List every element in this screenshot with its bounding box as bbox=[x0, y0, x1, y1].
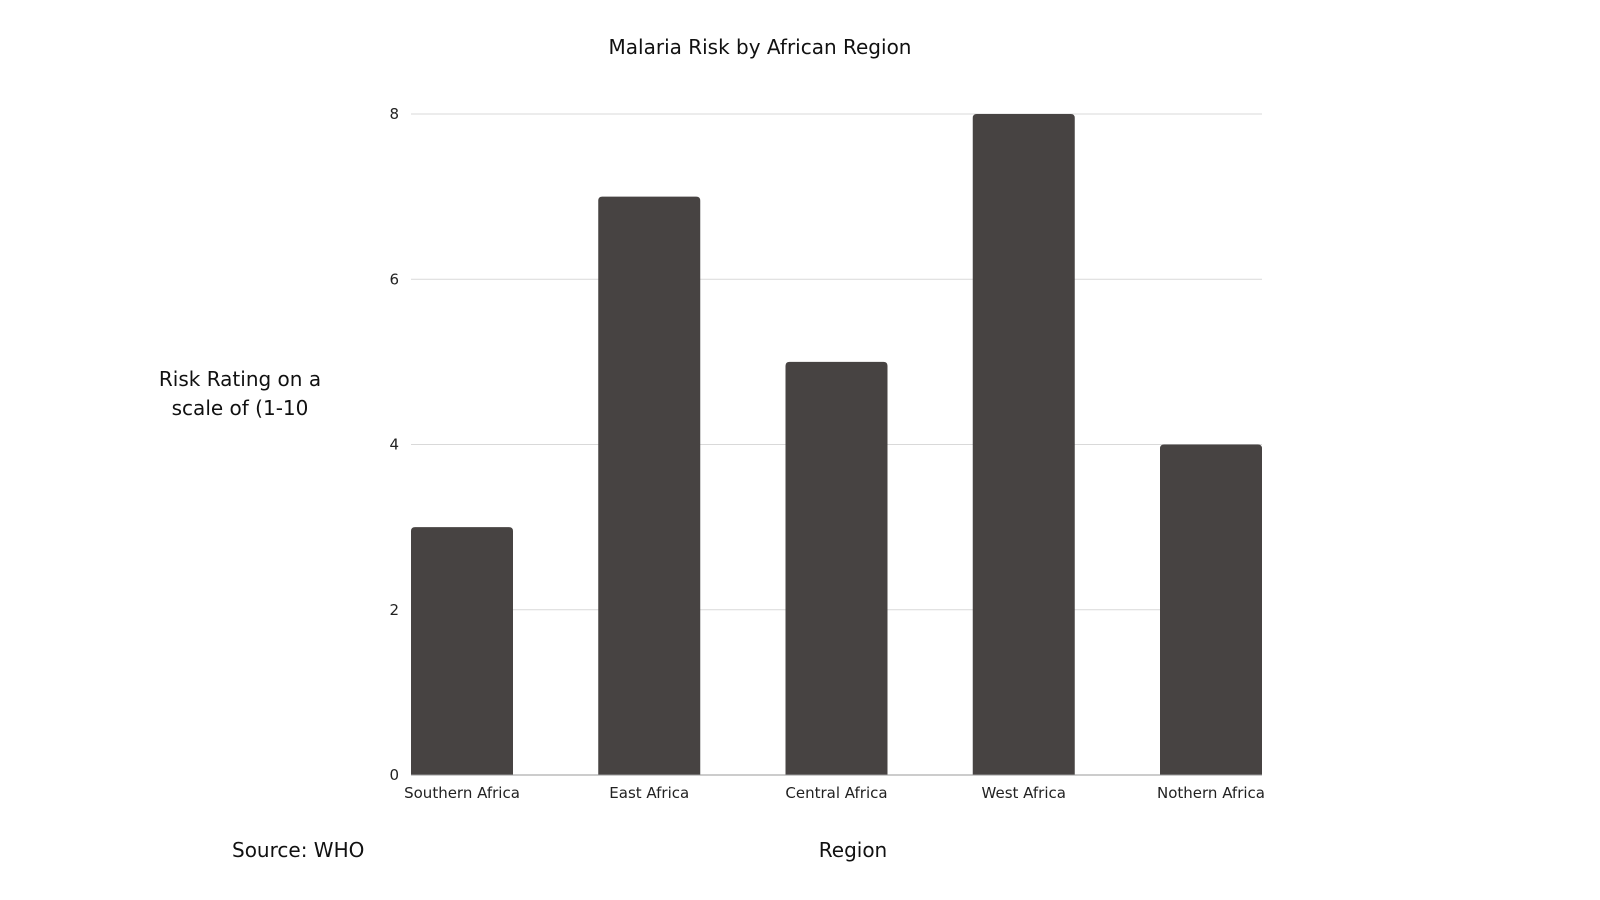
x-tick-label: Central Africa bbox=[785, 784, 887, 802]
y-axis-label: Risk Rating on a scale of (1-10 bbox=[158, 367, 322, 420]
bar bbox=[598, 196, 701, 775]
x-tick-label: Nothern Africa bbox=[1157, 784, 1265, 802]
x-tick-label: Southern Africa bbox=[404, 784, 520, 802]
y-tick-label: 2 bbox=[389, 601, 399, 619]
x-tick-label: West Africa bbox=[982, 784, 1066, 802]
x-tick-label: East Africa bbox=[609, 784, 689, 802]
y-tick-label: 6 bbox=[389, 270, 399, 288]
x-axis-label: Region bbox=[818, 838, 888, 862]
bar bbox=[785, 361, 888, 775]
chart-title: Malaria Risk by African Region bbox=[608, 35, 912, 59]
y-tick-label: 4 bbox=[389, 436, 399, 454]
y-tick-label: 0 bbox=[389, 766, 399, 784]
source-annotation: Source: WHO bbox=[232, 838, 365, 862]
y-tick-label: 8 bbox=[389, 105, 399, 123]
bar bbox=[411, 527, 513, 775]
bar bbox=[1160, 444, 1262, 775]
bar bbox=[972, 114, 1075, 775]
